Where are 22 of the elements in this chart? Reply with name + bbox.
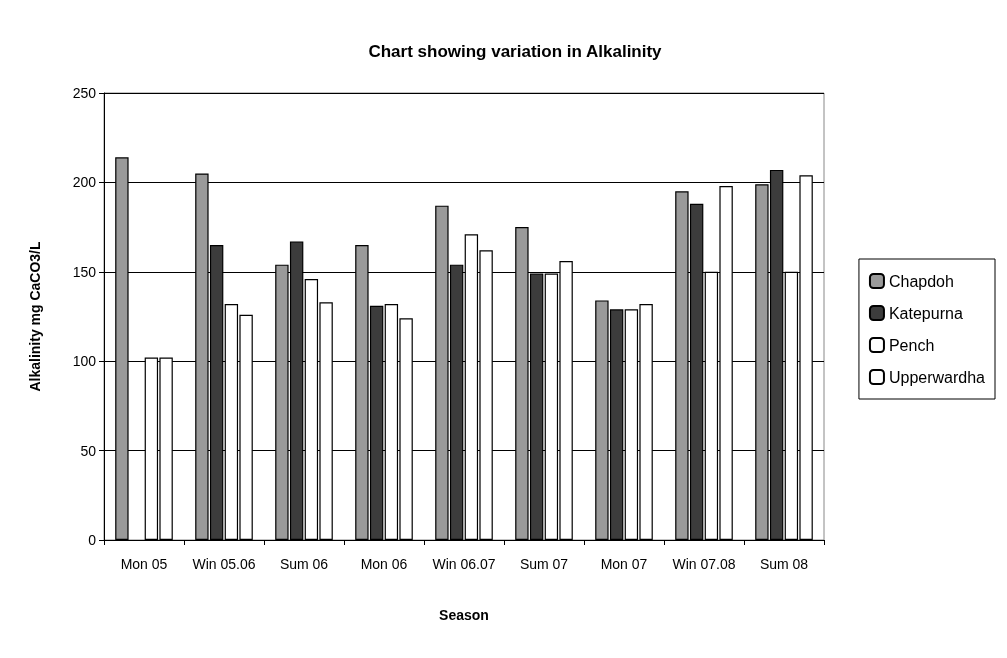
- chart-title: Chart showing variation in Alkalinity: [368, 42, 663, 61]
- x-tick-label: Win 06.07: [432, 556, 496, 572]
- legend-label: Pench: [888, 336, 935, 354]
- x-axis-title: Season: [439, 607, 489, 623]
- y-tick-label: 200: [72, 174, 97, 191]
- x-tick-label: Mon 06: [360, 556, 408, 572]
- y-tick-label: 100: [72, 353, 97, 370]
- x-tick-label: Mon 07: [600, 556, 648, 572]
- x-tick-label: Sum 06: [279, 556, 329, 572]
- legend-label: Katepurna: [888, 304, 963, 322]
- x-tick-label: Win 07.08: [672, 556, 736, 572]
- legend-label: Chapdoh: [888, 272, 954, 290]
- x-tick-label: Mon 05: [120, 556, 168, 572]
- y-tick-label: 250: [72, 85, 97, 101]
- x-tick-label: Sum 08: [759, 556, 809, 572]
- x-tick-label: Win 05.06: [192, 556, 256, 572]
- legend-label: Upperwardha: [888, 368, 986, 386]
- y-axis-title: Alkalinity mg CaCO3/L: [27, 240, 43, 392]
- x-tick-label: Sum 07: [519, 556, 569, 572]
- y-tick-label: 150: [72, 263, 97, 280]
- y-tick-label: 50: [80, 442, 97, 459]
- y-tick-label: 0: [88, 532, 97, 548]
